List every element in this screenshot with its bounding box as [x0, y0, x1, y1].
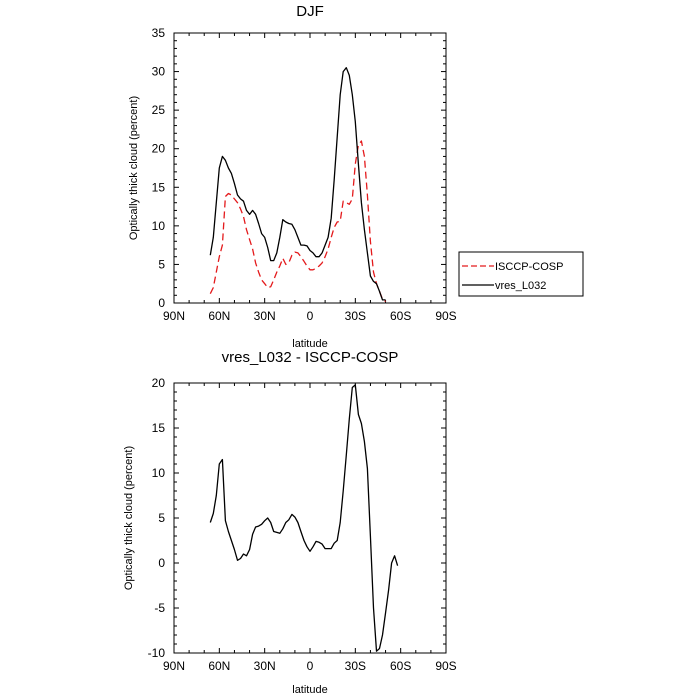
x-tick-label: 30N: [254, 309, 276, 323]
legend-label-vres-l032: vres_L032: [495, 280, 546, 292]
axis-ticks: 90N 60N 30N 0 30S 60S 90S 0 5 10 15 20 25 30 35: [152, 26, 457, 323]
y-tick-label: 10: [152, 219, 166, 233]
y-tick-label: 20: [152, 376, 166, 390]
y-tick-label: 25: [152, 103, 166, 117]
x-tick-label: 60S: [390, 309, 411, 323]
x-tick-label: 60N: [208, 659, 230, 673]
y-tick-label: 20: [152, 142, 166, 156]
chart-title: vres_L032 - ISCCP-COSP: [222, 349, 399, 366]
x-tick-label: 90S: [435, 309, 456, 323]
x-tick-label: 90N: [163, 309, 185, 323]
plot-frame: [173, 382, 447, 654]
y-tick-label: 35: [152, 26, 166, 40]
y-tick-label: -10: [148, 646, 166, 660]
x-tick-label: 30N: [254, 659, 276, 673]
y-tick-label: 5: [158, 257, 165, 271]
plot-frame: [173, 32, 447, 304]
chart-title: DJF: [296, 3, 324, 20]
x-tick-label: 60N: [208, 309, 230, 323]
x-tick-label: 60S: [390, 659, 411, 673]
x-axis-label: latitude: [292, 338, 327, 350]
x-axis-label: latitude: [292, 684, 327, 696]
y-tick-label: 30: [152, 65, 166, 79]
x-tick-label: 30S: [345, 659, 366, 673]
y-tick-label: 10: [152, 466, 166, 480]
y-tick-label: 0: [158, 296, 165, 310]
y-axis-label: Optically thick cloud (percent): [128, 96, 140, 240]
plot-series: [209, 384, 399, 652]
series-line-difference: [209, 384, 399, 652]
y-tick-label: 15: [152, 421, 166, 435]
series-line-vres-l032: [209, 67, 386, 301]
series-line-isccp-cosp: [209, 140, 386, 303]
y-tick-label: 15: [152, 180, 166, 194]
x-tick-label: 0: [307, 309, 314, 323]
axis-ticks: 90N 60N 30N 0 30S 60S 90S -10 -5 0 5 10 15 20: [148, 376, 457, 673]
x-tick-label: 90N: [163, 659, 185, 673]
x-tick-label: 30S: [345, 309, 366, 323]
y-tick-label: 5: [158, 511, 165, 525]
y-tick-label: 0: [158, 556, 165, 570]
bottom-panel: vres_L032 - ISCCP-COSP latitude Opticall…: [123, 349, 457, 696]
legend-label-isccp-cosp: ISCCP-COSP: [495, 261, 563, 273]
x-tick-label: 90S: [435, 659, 456, 673]
plot-series: [209, 67, 386, 303]
y-axis-label: Optically thick cloud (percent): [123, 446, 135, 590]
top-panel: DJF latitude Optically thick cloud (perc…: [128, 3, 584, 350]
y-tick-label: -5: [154, 601, 165, 615]
legend-box: [458, 251, 584, 297]
legend: ISCCP-COSP vres_L032: [458, 251, 584, 297]
x-tick-label: 0: [307, 659, 314, 673]
